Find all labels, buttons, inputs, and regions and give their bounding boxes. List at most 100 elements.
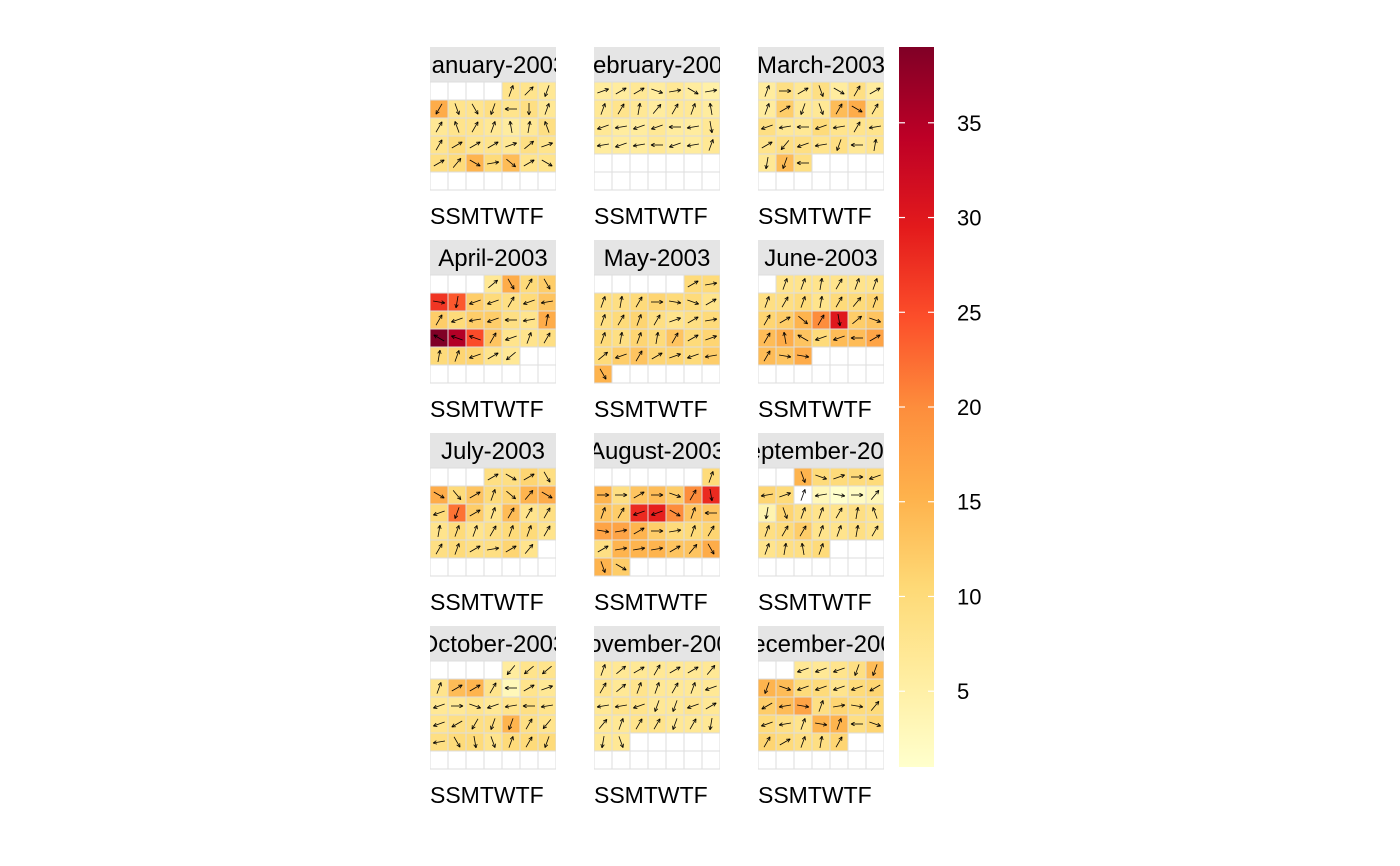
wind-arrow [836,139,842,151]
wind-arrow [469,141,481,149]
wind-arrow [541,159,553,167]
panel-strip [594,240,720,275]
wind-arrow [635,296,643,308]
month-panel: June-2003 SSMTWTF [758,240,884,422]
wind-arrow [487,141,499,149]
wind-arrow [651,352,663,360]
wind-arrow [596,704,609,709]
empty-tile [847,539,867,559]
wind-arrow [454,121,460,133]
wind-arrow [815,124,827,130]
wind-arrow [651,492,664,498]
month-panel: April-2003 SSMTWTF [430,240,556,422]
empty-tile [465,750,485,770]
empty-tile [537,171,556,191]
month-panel: March-2003 SSMTWTF [758,47,884,229]
wind-arrow [833,493,846,498]
wind-arrow [490,489,496,501]
panel-strip [594,433,720,468]
wind-arrow [654,700,660,712]
wind-arrow [545,313,550,326]
empty-tile [811,557,831,577]
wind-arrow [819,735,824,748]
wind-arrow [764,507,769,520]
wind-arrow [814,493,827,498]
panel-strip [430,240,556,275]
panel-strip [758,626,884,661]
wind-arrow [798,315,808,325]
wind-arrow [819,295,824,308]
wind-arrow [851,704,864,709]
empty-tile [829,346,849,366]
wind-arrow [544,736,550,748]
colorbar-tick-label: 30 [957,206,981,231]
wind-arrow [597,545,609,553]
empty-tile [775,557,795,577]
wind-arrow [853,85,861,97]
empty-tile [811,750,831,770]
empty-tile [519,750,539,770]
wind-arrow [669,509,681,517]
wind-arrow [833,335,845,341]
wind-arrow [707,543,715,555]
wind-arrow [637,102,642,115]
wind-arrow [707,525,715,537]
wind-arrow [453,736,461,748]
weekday-labels: SSMTWTF [758,203,872,229]
wind-arrow [852,297,862,307]
empty-tile [775,171,795,191]
wind-arrow [487,703,499,709]
wind-arrow [669,88,682,93]
wind-arrow [833,703,846,708]
empty-tile [430,81,449,101]
wind-arrow [669,142,681,148]
empty-tile [519,364,539,384]
wind-arrow [651,528,664,534]
empty-tile [793,750,813,770]
weekday-labels: SSMTWTF [758,782,872,808]
wind-arrow [469,299,481,305]
wind-arrow [469,545,481,553]
empty-tile [483,364,503,384]
empty-tile [629,467,649,487]
empty-tile [519,171,539,191]
wind-arrow [616,665,626,675]
wind-arrow [815,667,827,673]
empty-tile [594,274,613,294]
wind-arrow [542,665,552,675]
panel-strip [430,47,556,82]
wind-arrow [541,685,553,691]
empty-tile [758,364,777,384]
wind-arrow [598,719,608,729]
wind-arrow [487,546,500,551]
wind-arrow [669,528,682,533]
empty-tile [537,750,556,770]
wind-arrow [797,87,809,95]
empty-tile [847,171,867,191]
wind-arrow [669,492,681,498]
wind-arrow [633,527,645,535]
wind-arrow [835,103,843,115]
panel-title: April-2003 [438,245,547,272]
empty-tile [683,750,703,770]
weekday-labels: SSMTWTF [430,203,544,229]
colorbar: 5 10 15 20 25 30 35 [899,47,981,767]
wind-arrow [654,682,660,694]
wind-arrow [853,121,861,133]
wind-arrow [618,718,624,730]
wind-arrow [632,143,645,148]
month-panel: August-2003 SSMTWTF [594,433,720,615]
wind-arrow [487,317,499,323]
wind-arrow [433,491,445,499]
wind-arrow [669,300,682,305]
wind-arrow [818,507,824,519]
empty-tile [611,171,631,191]
wind-arrow [708,139,714,151]
wind-arrow [597,124,609,130]
wind-arrow [651,124,663,130]
wind-arrow [705,88,718,93]
wind-arrow [544,85,550,97]
empty-tile [701,153,720,173]
wind-arrow [454,350,460,362]
wind-arrow [615,546,628,551]
